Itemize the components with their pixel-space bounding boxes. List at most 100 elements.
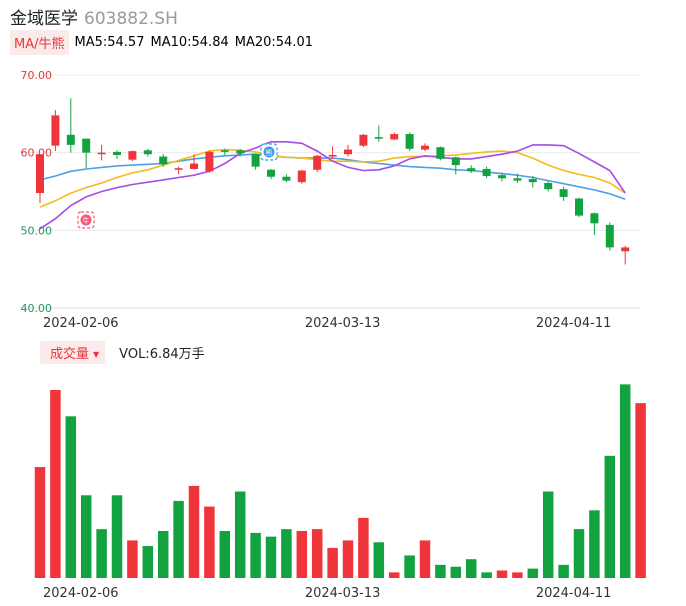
candle-body (605, 224, 614, 248)
candle-body (528, 179, 537, 183)
candle (621, 245, 630, 265)
volume-bar (342, 540, 354, 578)
volume-bar (558, 564, 569, 578)
volume-bar (373, 542, 385, 578)
candle (236, 148, 245, 157)
candle-body (559, 189, 568, 197)
volume-bar (465, 559, 477, 578)
volume-bar (250, 532, 261, 578)
volume-x-tick-label: 2024-02-06 (43, 586, 119, 601)
volume-bar (496, 570, 508, 578)
volume-bar (204, 506, 215, 578)
volume-bar (281, 529, 292, 578)
volume-bar (127, 540, 138, 578)
x-tick-label: 2024-03-13 (305, 316, 381, 331)
volume-bar (512, 572, 523, 578)
candle-body (590, 213, 599, 224)
candle (575, 197, 583, 218)
candle-body (97, 152, 106, 155)
volume-bar (296, 531, 308, 578)
ma10-label: MA10:54.84 (150, 34, 229, 50)
candle (36, 154, 44, 204)
volume-bar (265, 536, 277, 578)
volume-bar (604, 455, 616, 578)
candle (559, 186, 568, 201)
volume-bar (589, 510, 600, 578)
candle (328, 146, 337, 159)
candle (282, 174, 291, 183)
volume-bar (34, 467, 46, 578)
stock-title: 金域医学 603882.SH (10, 4, 178, 29)
candle (159, 154, 168, 167)
volume-bar (157, 531, 169, 578)
candle-body (36, 154, 44, 194)
volume-selector-button[interactable]: 成交量 ▼ (40, 340, 106, 364)
volume-bar (450, 566, 462, 578)
candle (498, 172, 506, 182)
candle-body (390, 134, 399, 140)
candlestick-series (36, 98, 630, 265)
volume-bar (111, 495, 123, 578)
volume-selector-label: 成交量 (50, 346, 90, 362)
volume-bar-series (34, 384, 646, 578)
candle (205, 150, 214, 173)
svg-text:熊: 熊 (266, 148, 273, 157)
candle (344, 144, 352, 157)
candle-body (405, 134, 414, 149)
bull-signal-icon: 牛 (77, 211, 95, 229)
candle-body (282, 176, 291, 181)
candle-body (313, 155, 322, 170)
y-tick-label: 50.00 (21, 224, 53, 237)
volume-x-axis: 2024-02-06 2024-03-13 2024-04-11 (43, 586, 611, 601)
candle-body (467, 168, 476, 172)
candle (359, 134, 368, 148)
ma-selector-button[interactable]: MA/牛熊 (10, 29, 69, 55)
candle (405, 132, 414, 152)
candle-body (205, 151, 214, 172)
candle-body (621, 247, 630, 252)
candle-body (451, 157, 460, 166)
candle-body (220, 150, 229, 152)
volume-bar (419, 540, 431, 578)
candle (374, 125, 383, 142)
candle-body (143, 150, 152, 155)
candle-body (190, 163, 198, 169)
candle-body (128, 151, 137, 160)
candle-body (328, 154, 337, 157)
volume-bar (188, 485, 200, 578)
volume-bar (404, 555, 415, 578)
volume-x-tick-label: 2024-03-13 (305, 586, 381, 601)
volume-bar (481, 572, 492, 578)
volume-bar (173, 500, 184, 578)
candle (143, 148, 152, 157)
volume-bar (65, 416, 77, 578)
volume-bar (542, 491, 554, 578)
candle (97, 144, 106, 161)
candle-body (421, 145, 429, 150)
candle (482, 166, 491, 179)
ma5-line (39, 141, 626, 230)
volume-bar (358, 517, 369, 578)
candle-body (544, 182, 553, 190)
candle-body (113, 151, 121, 155)
candle (220, 148, 229, 155)
candle-body (482, 168, 491, 176)
volume-bar (219, 531, 231, 578)
stock-code: 603882.SH (84, 9, 178, 29)
x-tick-label: 2024-02-06 (43, 316, 119, 331)
candle-body (251, 154, 260, 167)
candle (113, 150, 121, 159)
candle (174, 166, 183, 175)
volume-value-label: VOL:6.84万手 (119, 346, 205, 362)
stock-name: 金域医学 (10, 9, 78, 29)
candle-body (82, 138, 91, 153)
price-x-axis: 2024-02-06 2024-03-13 2024-04-11 (43, 316, 611, 331)
candle-body (236, 150, 245, 154)
candle (267, 168, 275, 180)
candle-body (344, 149, 352, 155)
y-tick-label: 70.00 (21, 69, 53, 82)
volume-bar (96, 529, 107, 578)
candle (544, 180, 553, 192)
ma20-label: MA20:54.01 (234, 34, 313, 50)
